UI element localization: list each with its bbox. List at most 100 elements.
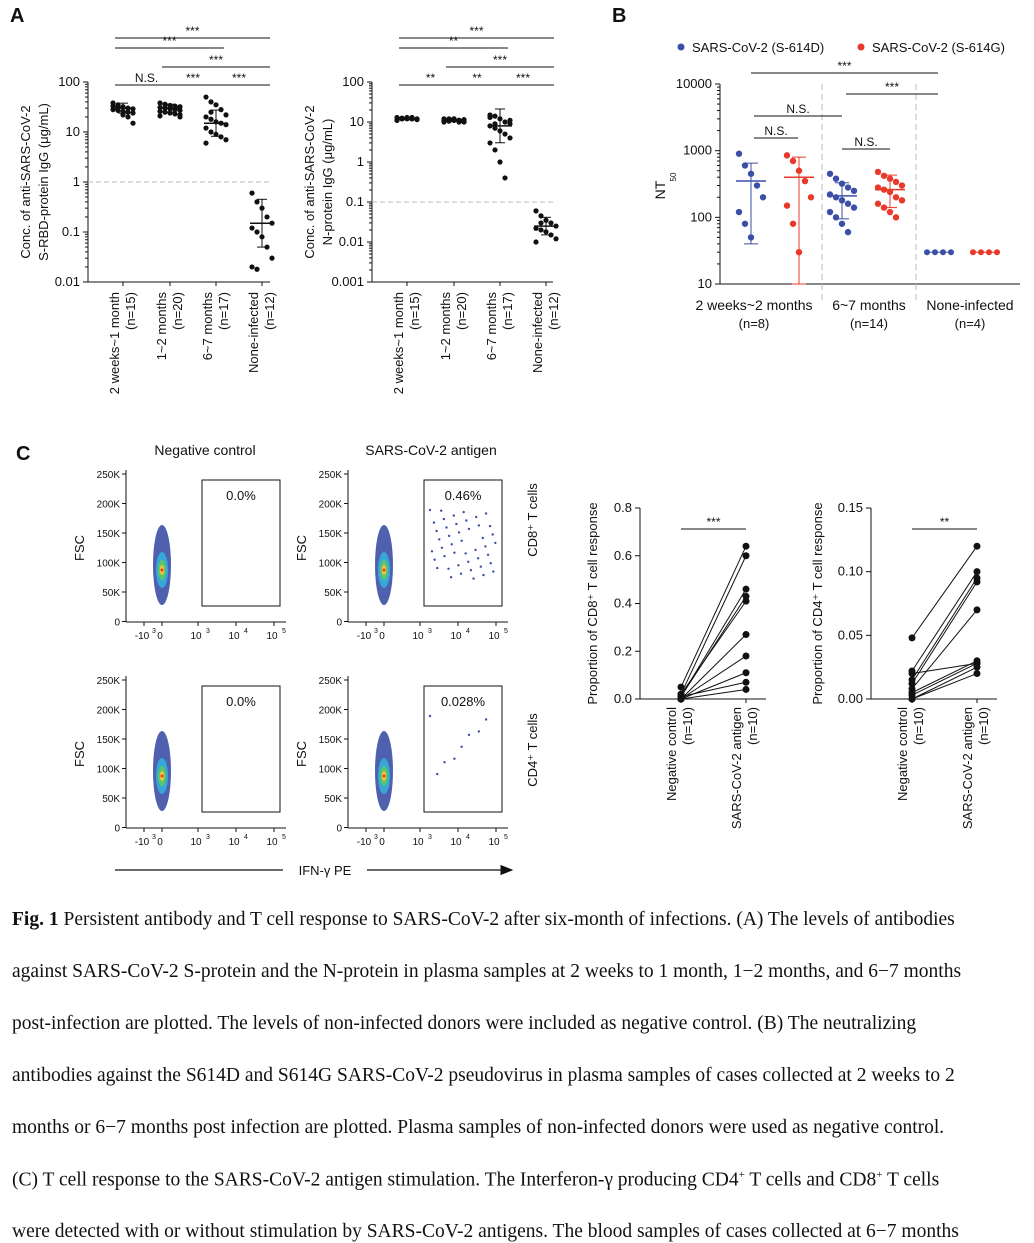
A2-sig-2-3-label: *** — [516, 71, 530, 85]
B-sig-d-g-early-label: N.S. — [764, 124, 787, 138]
caption-line-2: against SARS-CoV-2 S-protein and the N-p… — [12, 961, 962, 982]
A1-point — [208, 99, 214, 105]
B-point — [844, 184, 852, 191]
A1-sig-0-1-label: N.S. — [135, 71, 158, 85]
B-n-label: (n=14) — [850, 316, 888, 331]
B-legend-label-614g: SARS-CoV-2 (S-614G) — [872, 40, 1005, 55]
C-CD4-n-label: (n=10) — [911, 707, 926, 745]
C-CD8-point-control — [677, 683, 685, 691]
panel-label-b: B — [612, 5, 626, 27]
A1-point — [157, 113, 163, 119]
C-flow-x-tick-exp: 3 — [374, 834, 378, 841]
caption-sup-2: + — [876, 1169, 883, 1181]
C-flow-event — [436, 772, 439, 776]
C-flow-x-tick-exp: 3 — [206, 834, 210, 841]
A1-point — [249, 190, 255, 196]
C-flow-x-tick-label: -10 — [357, 631, 372, 642]
C-CD8-sig-label: *** — [706, 515, 720, 529]
C-flow-event — [489, 562, 492, 565]
C-CD4-pair-line — [911, 609, 978, 690]
A2-x-tick-label: 6~7 months — [484, 292, 499, 361]
C-flow-x-tick-exp: 5 — [282, 834, 286, 841]
B-point — [826, 208, 834, 216]
C-flow-y-tick-label: 50K — [324, 588, 342, 599]
C-flow-x-tick-label: 10 — [190, 837, 202, 848]
C-CD8-pair-line — [680, 681, 747, 698]
C-flow-gate-value: 0.0% — [226, 488, 256, 503]
A2-x-tick-label: None-infected — [530, 292, 545, 373]
C-flow-event — [447, 534, 451, 538]
C-flow-x-tick-exp: 3 — [374, 628, 378, 635]
C-flow-event — [486, 553, 490, 556]
caption-line-5: months or 6−7 months post infection are … — [12, 1117, 945, 1138]
A2-y-tick-label: 100 — [342, 74, 364, 89]
C-flow-x-tick-label: 10 — [190, 631, 202, 642]
C-CD4-y-tick-label: 0.00 — [838, 691, 863, 706]
C-CD4-pair-line — [911, 662, 978, 675]
B-point — [994, 249, 1000, 256]
C-CD8-pair-line — [680, 655, 747, 700]
caption-fig-label: Fig. 1 — [12, 909, 59, 930]
C-flow-x-label-bg — [283, 860, 367, 880]
caption-text-6c: T cells — [882, 1169, 940, 1191]
C-flow-x-tick-exp: 5 — [504, 834, 508, 841]
C-flow-x-tick-label: -10 — [135, 631, 150, 642]
panel-label-c: C — [16, 443, 30, 465]
C-flow-x-tick-label: 10 — [266, 837, 278, 848]
A2-sig-1-3-label: *** — [493, 53, 507, 67]
A1-point — [162, 102, 168, 108]
C-flow-event — [469, 569, 473, 572]
B-point — [838, 220, 846, 227]
C-flow-y-tick-label: 200K — [97, 500, 121, 511]
B-y-tick-label: 1000 — [683, 143, 712, 158]
A2-sig-0-2-label: ** — [449, 34, 459, 48]
C-flow-x-tick-exp: 3 — [206, 628, 210, 635]
A2-y-label-2: N-protein IgG (μg/mL) — [320, 119, 335, 246]
caption-text-1: Persistent antibody and T cell response … — [63, 909, 955, 930]
B-y-tick-label: 10 — [698, 276, 712, 291]
C-flow-y-tick-label: 50K — [102, 794, 120, 805]
A1-point — [203, 94, 209, 100]
C-flow-y-label: FSC — [72, 535, 87, 561]
C-CD8-n-label: (n=10) — [680, 707, 695, 745]
C-flow-event — [477, 524, 481, 527]
C-CD8-pair-line — [680, 634, 747, 700]
A2-point — [492, 125, 498, 131]
C-flow-gate — [423, 685, 503, 813]
A1-point — [213, 102, 219, 108]
C-flow-y-tick-label: 100K — [97, 559, 121, 570]
B-point — [832, 194, 840, 201]
A1-sig-1-3-label: *** — [209, 53, 223, 67]
C-CD4-pair-line — [911, 666, 978, 700]
C-flow-event — [455, 522, 458, 526]
C-flow-y-tick-label: 100K — [319, 559, 343, 570]
B-legend-label-614d: SARS-CoV-2 (S-614D) — [692, 40, 824, 55]
A1-n-label: (n=17) — [216, 292, 231, 330]
B-point — [759, 194, 767, 201]
A2-point — [533, 239, 539, 245]
B-point — [892, 178, 900, 186]
A2-y-tick-label: 0.001 — [331, 274, 364, 289]
C-flow-event — [436, 566, 439, 570]
C-flow-event — [450, 543, 453, 546]
C-flow-y-tick-label: 0 — [336, 618, 342, 629]
B-legend-marker-614d — [677, 43, 685, 51]
C-flow-x-tick-exp: 5 — [504, 628, 508, 635]
B-point — [783, 202, 791, 209]
B-n-label: (n=4) — [955, 316, 986, 331]
C-flow-event — [452, 514, 455, 517]
A2-point — [502, 131, 508, 137]
C-flow-gate-value: 0.46% — [445, 488, 482, 503]
C-flow-event — [472, 577, 475, 580]
A2-y-tick-label: 10 — [350, 114, 364, 129]
A2-point — [548, 220, 554, 226]
C-flow-event — [435, 529, 438, 533]
A1-n-label: (n=12) — [262, 292, 277, 330]
A2-point — [487, 114, 493, 121]
C-flow-x-tick-label: 10 — [488, 631, 500, 642]
A1-point — [203, 125, 209, 131]
C-CD8-y-tick-label: 0.8 — [614, 500, 632, 515]
A1-point — [172, 103, 178, 109]
C-flow-event — [474, 548, 477, 552]
C-flow-event — [430, 550, 434, 553]
